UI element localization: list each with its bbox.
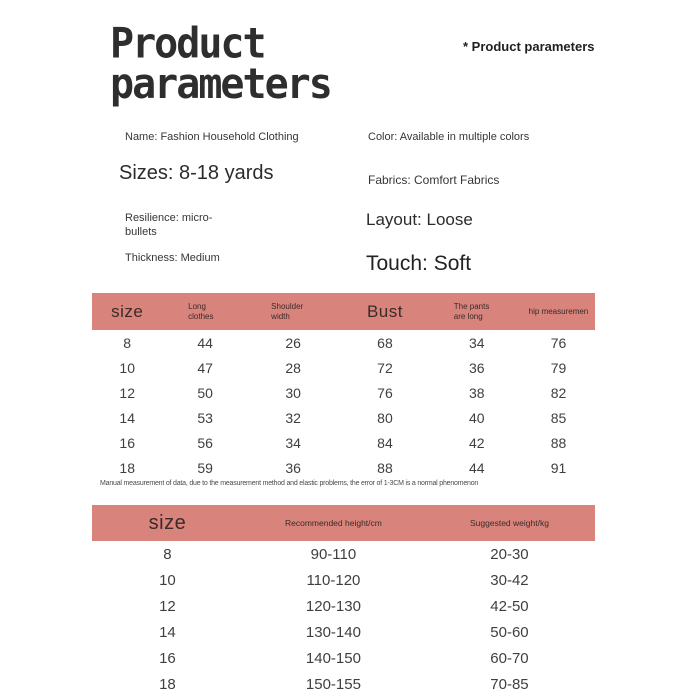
- table-cell: 28: [285, 359, 301, 376]
- page-title-line2: parameters: [110, 60, 333, 109]
- table-cell: 76: [550, 334, 567, 351]
- table-cell: 88: [550, 434, 567, 451]
- table-cell: 91: [550, 459, 567, 476]
- table-cell: 26: [285, 334, 301, 351]
- table-cell: 16: [159, 649, 176, 667]
- table-cell: 8: [163, 545, 172, 563]
- spec-fabrics: Fabrics: Comfort Fabrics: [368, 173, 500, 187]
- spec-touch: Touch: Soft: [366, 252, 472, 275]
- table-cell: 42: [468, 434, 485, 451]
- table-cell: 14: [159, 623, 176, 641]
- table-cell: 10: [119, 359, 135, 376]
- header-cell-pants-length: The pants are long: [453, 301, 490, 321]
- table-row: 8 44 26 68 34 76: [92, 330, 595, 355]
- table-row: 18 150-155 70-85: [92, 671, 595, 697]
- table-row: 8 90-110 20-30: [92, 541, 595, 567]
- table-cell: 18: [119, 459, 135, 476]
- table-cell: 8: [123, 334, 132, 351]
- table-row: 10 47 28 72 36 79: [92, 355, 595, 380]
- table-cell: 36: [285, 459, 301, 476]
- header-cell-size: size: [111, 301, 144, 321]
- table-cell: 82: [550, 384, 567, 401]
- table-row: 10 110-120 30-42: [92, 567, 595, 593]
- height-weight-table-header: size Recommended height/cm Suggested wei…: [92, 505, 595, 541]
- height-weight-table-body: 8 90-110 20-30 10 110-120 30-42 12 120-130 42-50…: [92, 541, 595, 697]
- spec-sizes: Sizes: 8-18 yards: [119, 162, 274, 184]
- table-cell: 38: [468, 384, 485, 401]
- table-cell: 60-70: [490, 649, 529, 667]
- spec-resilience: Resilience: micro-bullets: [125, 212, 213, 238]
- table-cell: 150-155: [305, 675, 361, 693]
- table-cell: 40: [468, 409, 485, 426]
- size-measurement-table-header: size Long clothes Shoulder width Bust Th…: [92, 293, 595, 330]
- table-cell: 20-30: [490, 545, 529, 563]
- table-cell: 85: [550, 409, 567, 426]
- table-cell: 18: [159, 675, 176, 693]
- spec-color: Color: Available in multiple colors: [368, 131, 530, 143]
- table-cell: 14: [119, 409, 135, 426]
- table-cell: 50-60: [490, 623, 529, 641]
- table-cell: 30-42: [490, 571, 529, 589]
- table-cell: 42-50: [490, 597, 529, 615]
- measurement-disclaimer: Manual measurement of data, due to the m…: [100, 480, 479, 487]
- table-cell: 32: [285, 409, 301, 426]
- spec-layout: Layout: Loose: [366, 210, 473, 229]
- spec-name: Name: Fashion Household Clothing: [125, 131, 299, 143]
- table-cell: 44: [197, 334, 213, 351]
- page-title-line1: Product: [110, 19, 267, 68]
- size-measurement-table-body: 8 44 26 68 34 76 10 47 28 72 36 79 12 50 30 76 38 82 14 53 3…: [92, 330, 595, 480]
- table-cell: 88: [377, 459, 393, 476]
- table-cell: 68: [377, 334, 393, 351]
- table-cell: 84: [377, 434, 393, 451]
- header-cell-shoulder-width: Shoulder width: [271, 301, 304, 321]
- table-cell: 56: [197, 434, 213, 451]
- table-cell: 72: [377, 359, 393, 376]
- size-measurement-table: size Long clothes Shoulder width Bust Th…: [92, 293, 595, 480]
- table-row: 16 56 34 84 42 88: [92, 430, 595, 455]
- header-cell-long-clothes: Long clothes: [188, 301, 214, 321]
- header-cell-recommended-height: Recommended height/cm: [285, 518, 382, 528]
- title-note: * Product parameters: [463, 39, 595, 54]
- spec-thickness: Thickness: Medium: [125, 252, 220, 264]
- table-cell: 90-110: [310, 545, 357, 563]
- table-cell: 10: [159, 571, 176, 589]
- table-row: 16 140-150 60-70: [92, 645, 595, 671]
- header-cell-suggested-weight: Suggested weight/kg: [470, 518, 549, 528]
- table-cell: 12: [119, 384, 135, 401]
- table-cell: 79: [550, 359, 567, 376]
- table-cell: 16: [119, 434, 135, 451]
- header-cell-bust: Bust: [366, 301, 403, 321]
- table-cell: 44: [468, 459, 485, 476]
- table-cell: 120-130: [305, 597, 361, 615]
- table-cell: 30: [285, 384, 301, 401]
- table-cell: 140-150: [305, 649, 361, 667]
- table-cell: 70-85: [490, 675, 529, 693]
- table-cell: 34: [468, 334, 485, 351]
- table-cell: 130-140: [305, 623, 361, 641]
- header-cell-hip-measurement: hip measuremen: [528, 306, 589, 316]
- table-cell: 47: [197, 359, 213, 376]
- table-cell: 50: [197, 384, 213, 401]
- table-cell: 53: [197, 409, 213, 426]
- table-cell: 36: [468, 359, 485, 376]
- header-cell-size: size: [148, 511, 187, 534]
- table-cell: 34: [285, 434, 301, 451]
- table-row: 12 50 30 76 38 82: [92, 380, 595, 405]
- page-title: Product parameters: [110, 19, 333, 109]
- table-cell: 80: [377, 409, 393, 426]
- table-row: 12 120-130 42-50: [92, 593, 595, 619]
- table-cell: 110-120: [306, 571, 361, 589]
- table-cell: 76: [377, 384, 393, 401]
- table-row: 14 130-140 50-60: [92, 619, 595, 645]
- table-cell: 59: [197, 459, 213, 476]
- table-cell: 12: [159, 597, 176, 615]
- height-weight-table: size Recommended height/cm Suggested wei…: [92, 505, 595, 697]
- table-row: 18 59 36 88 44 91: [92, 455, 595, 480]
- table-row: 14 53 32 80 40 85: [92, 405, 595, 430]
